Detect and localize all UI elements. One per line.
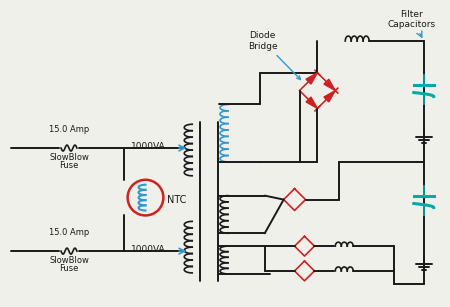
Text: Filter
Capacitors: Filter Capacitors	[388, 10, 436, 29]
Polygon shape	[324, 91, 335, 102]
Text: 15.0 Amp: 15.0 Amp	[49, 228, 89, 237]
Text: 1000VA: 1000VA	[131, 245, 165, 254]
Text: SlowBlow: SlowBlow	[49, 256, 89, 265]
Text: Fuse: Fuse	[59, 161, 79, 170]
Polygon shape	[306, 73, 317, 84]
Text: NTC: NTC	[167, 195, 187, 204]
Text: 1000VA: 1000VA	[131, 142, 165, 150]
Text: Diode
Bridge: Diode Bridge	[248, 31, 301, 80]
Text: SlowBlow: SlowBlow	[49, 153, 89, 162]
Text: Fuse: Fuse	[59, 264, 79, 273]
Text: 15.0 Amp: 15.0 Amp	[49, 125, 89, 134]
Polygon shape	[324, 79, 335, 91]
Polygon shape	[306, 97, 317, 108]
